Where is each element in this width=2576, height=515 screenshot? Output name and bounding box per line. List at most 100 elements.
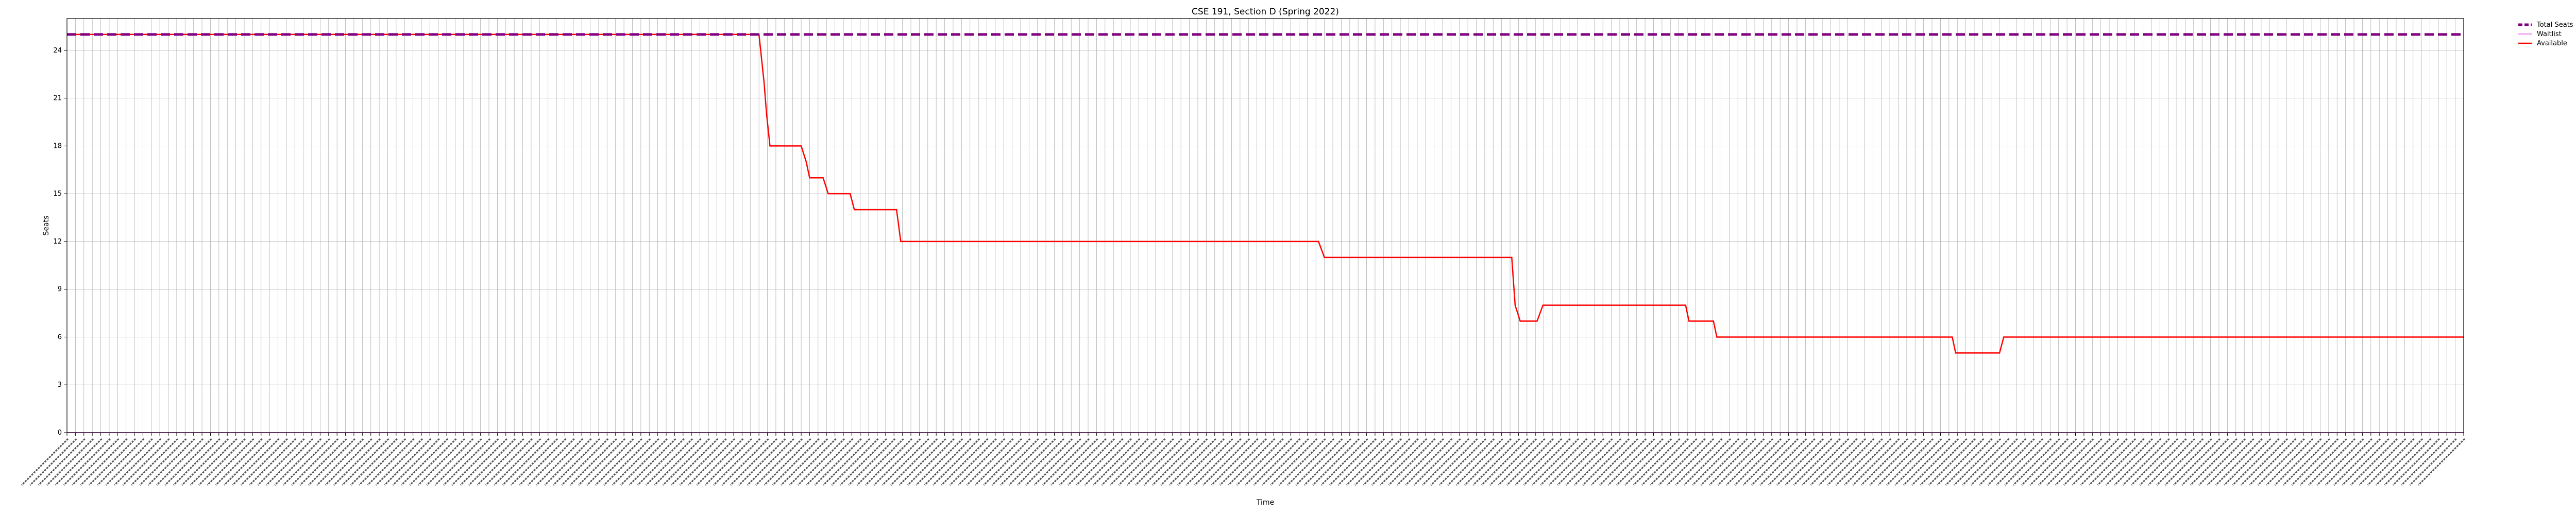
x-tick-label xyxy=(612,438,659,486)
y-tick-label: 3 xyxy=(58,381,62,389)
x-tick-label xyxy=(1320,438,1368,486)
x-tick-label xyxy=(536,438,584,486)
x-tick-label xyxy=(1371,438,1419,486)
x-tick-label xyxy=(224,438,272,486)
x-tick-label xyxy=(1700,438,1748,486)
x-tick-label xyxy=(1869,438,1917,486)
x-tick-label xyxy=(1515,438,1563,486)
x-tick-label xyxy=(2224,438,2272,486)
x-tick-label xyxy=(2333,438,2381,486)
x-tick-label xyxy=(1245,438,1293,486)
x-tick-label xyxy=(1464,438,1512,486)
x-tick-label xyxy=(1734,438,1782,486)
x-tick-label xyxy=(1422,438,1470,486)
x-tick-label xyxy=(797,438,845,486)
x-tick-label xyxy=(2046,438,2094,486)
x-tick-label xyxy=(1768,438,1816,486)
x-tick-label xyxy=(477,438,524,486)
x-tick-label xyxy=(1708,438,1757,486)
x-tick-label xyxy=(1877,438,1925,486)
x-tick-label xyxy=(873,438,921,486)
x-tick-label xyxy=(1380,438,1428,486)
x-tick-label xyxy=(1295,438,1343,486)
x-tick-label xyxy=(1050,438,1098,486)
x-tick-label xyxy=(671,438,719,486)
x-tick-label xyxy=(882,438,929,486)
x-tick-label xyxy=(2021,438,2069,486)
x-tick-label xyxy=(342,438,389,486)
x-tick-label xyxy=(781,438,828,486)
x-tick-label xyxy=(392,438,440,486)
x-tick-label xyxy=(2376,438,2424,486)
x-tick-label xyxy=(806,438,854,486)
x-tick-label xyxy=(1954,438,2002,486)
x-tick-label xyxy=(2291,438,2339,486)
x-tick-label xyxy=(552,438,601,486)
x-tick-label xyxy=(1363,438,1411,486)
x-tick-label xyxy=(1278,438,1326,486)
x-tick-label xyxy=(1599,438,1647,486)
y-tick-label: 18 xyxy=(53,142,62,150)
legend-label-total-seats: Total Seats xyxy=(2536,21,2573,29)
x-tick-label xyxy=(991,438,1039,486)
x-tick-label xyxy=(2131,438,2179,486)
x-tick-label xyxy=(721,438,769,486)
x-tick-label xyxy=(1667,438,1715,486)
x-tick-label xyxy=(1337,438,1385,486)
x-tick-label xyxy=(38,438,86,486)
x-tick-label xyxy=(1455,438,1503,486)
x-tick-label xyxy=(1286,438,1335,486)
x-axis-label: Time xyxy=(1256,499,1274,507)
x-tick-label xyxy=(1109,438,1158,486)
x-tick-label xyxy=(1725,438,1773,486)
x-tick-label xyxy=(181,438,229,486)
x-tick-label xyxy=(578,438,626,486)
x-tick-label xyxy=(232,438,280,486)
x-tick-label xyxy=(764,438,811,486)
x-tick-label xyxy=(2139,438,2187,486)
x-tick-label xyxy=(147,438,195,486)
x-tick-label xyxy=(848,438,896,486)
x-tick-label xyxy=(359,438,406,486)
x-tick-label xyxy=(2257,438,2305,486)
x-tick-label xyxy=(831,438,879,486)
x-tick-label xyxy=(1785,438,1833,486)
x-tick-label xyxy=(1168,438,1216,486)
x-tick-label xyxy=(1388,438,1436,486)
x-tick-label xyxy=(443,438,491,486)
x-tick-label xyxy=(949,438,997,486)
chart-title: CSE 191, Section D (Spring 2022) xyxy=(1192,7,1339,17)
x-tick-label xyxy=(122,438,170,486)
x-tick-label xyxy=(899,438,946,486)
x-tick-label xyxy=(2325,438,2372,486)
x-tick-label xyxy=(1903,438,1951,486)
x-tick-label xyxy=(814,438,862,486)
x-tick-label xyxy=(1194,438,1242,486)
x-tick-label xyxy=(2004,438,2052,486)
x-tick-label xyxy=(1827,438,1875,486)
x-tick-label xyxy=(105,438,153,486)
x-tick-label xyxy=(1717,438,1765,486)
x-tick-label xyxy=(350,438,398,486)
x-tick-label xyxy=(2401,438,2449,486)
x-tick-label xyxy=(1160,438,1208,486)
x-tick-label xyxy=(1675,438,1723,486)
x-tick-label xyxy=(2029,438,2077,486)
y-tick-label: 15 xyxy=(53,190,62,198)
x-tick-label xyxy=(2207,438,2255,486)
x-tick-label xyxy=(1135,438,1183,486)
x-tick-label xyxy=(1413,438,1461,486)
y-tick-label: 12 xyxy=(53,238,62,246)
x-tick-label xyxy=(738,438,786,486)
x-tick-label xyxy=(1346,438,1394,486)
x-tick-label xyxy=(1523,438,1571,486)
x-tick-label xyxy=(2164,438,2212,486)
x-tick-label xyxy=(1506,438,1554,486)
x-tick-label xyxy=(1430,438,1478,486)
x-tick-label xyxy=(316,438,364,486)
x-tick-label xyxy=(1261,438,1309,486)
x-tick-label xyxy=(2147,438,2195,486)
x-tick-label xyxy=(730,438,778,486)
x-tick-label xyxy=(1228,438,1276,486)
